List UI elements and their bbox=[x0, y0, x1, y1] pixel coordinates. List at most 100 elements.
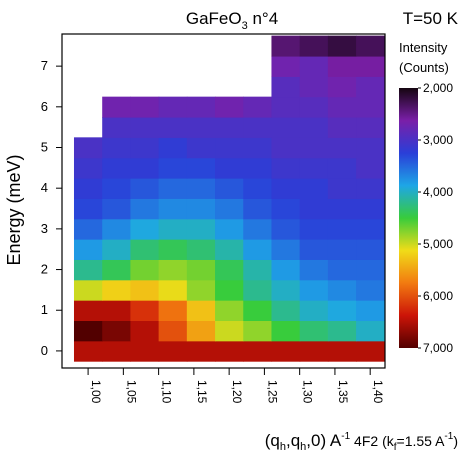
heatmap-cell bbox=[243, 137, 273, 159]
heatmap-cell bbox=[271, 218, 301, 240]
heatmap-cell bbox=[130, 116, 160, 138]
x-tick-label: 1,25 bbox=[265, 380, 279, 404]
heatmap-cell bbox=[327, 157, 357, 179]
heatmap-cell bbox=[243, 300, 273, 322]
y-tick-label: 7 bbox=[41, 58, 48, 73]
heatmap-cell bbox=[356, 340, 385, 362]
heatmap-cell bbox=[186, 340, 216, 362]
heatmap-cell bbox=[299, 218, 329, 240]
heatmap-cell bbox=[327, 178, 357, 199]
heatmap-cell bbox=[186, 96, 216, 118]
heatmap-cell bbox=[299, 320, 329, 342]
heatmap-cell bbox=[299, 35, 329, 57]
colorbar-tick-label: 2,000 bbox=[423, 81, 453, 95]
heatmap-cell bbox=[271, 116, 301, 138]
heatmap-cell bbox=[215, 218, 244, 240]
heatmap-cell bbox=[356, 218, 385, 240]
colorbar-tick-label: 3,000 bbox=[423, 133, 453, 147]
heatmap-cell bbox=[215, 259, 244, 281]
heatmap-cell bbox=[215, 279, 244, 301]
colorbar-label: Intensity bbox=[399, 40, 448, 55]
heatmap-cell bbox=[158, 178, 188, 199]
heatmap-cell bbox=[158, 259, 188, 281]
heatmap-cell bbox=[215, 116, 244, 138]
heatmap-cell bbox=[73, 340, 103, 362]
heatmap-cell bbox=[327, 218, 357, 240]
heatmap-cell bbox=[243, 157, 273, 179]
heatmap-cell bbox=[299, 239, 329, 260]
heatmap-cell bbox=[356, 157, 385, 179]
heatmap-cell bbox=[327, 116, 357, 138]
xlabel-part: (q bbox=[265, 431, 280, 450]
heatmap-cell bbox=[327, 35, 357, 57]
heatmap-cell bbox=[130, 239, 160, 260]
heatmap-cell bbox=[73, 198, 103, 220]
heatmap-cell bbox=[356, 300, 385, 322]
heatmap-cell bbox=[130, 137, 160, 159]
heatmap-cell bbox=[186, 259, 216, 281]
heatmap-cell bbox=[102, 239, 132, 260]
heatmap-cell bbox=[271, 76, 301, 98]
heatmap-cell bbox=[243, 239, 273, 260]
colorbar-tick-label: 6,000 bbox=[423, 289, 453, 303]
heatmap-cell bbox=[186, 279, 216, 301]
x-tick-label: 1,40 bbox=[371, 380, 385, 404]
heatmap-cell bbox=[186, 116, 216, 138]
heatmap-cell bbox=[299, 76, 329, 98]
heatmap-cell bbox=[327, 279, 357, 301]
colorbar-tick-label: 4,000 bbox=[423, 185, 453, 199]
xlabel-sub: h bbox=[280, 441, 286, 453]
heatmap-cell bbox=[243, 218, 273, 240]
heatmap-cell bbox=[271, 279, 301, 301]
heatmap-cell bbox=[186, 137, 216, 159]
heatmap-cell bbox=[271, 340, 301, 362]
heatmap-cell bbox=[158, 218, 188, 240]
y-tick-label: 2 bbox=[41, 262, 48, 277]
heatmap-cell bbox=[73, 259, 103, 281]
y-tick-label: 1 bbox=[41, 302, 48, 317]
heatmap-cell bbox=[186, 239, 216, 260]
heatmap-cell bbox=[327, 198, 357, 220]
heatmap-cell bbox=[186, 320, 216, 342]
heatmap-cell bbox=[130, 320, 160, 342]
heatmap-cell bbox=[186, 157, 216, 179]
heatmap-cell bbox=[271, 55, 301, 77]
heatmap-cell bbox=[186, 198, 216, 220]
x-tick-label: 1,15 bbox=[195, 380, 209, 404]
heatmap-cell bbox=[158, 157, 188, 179]
heatmap-cell bbox=[215, 198, 244, 220]
heatmap-cell bbox=[327, 340, 357, 362]
heatmap-cell bbox=[102, 340, 132, 362]
heatmap-cell bbox=[271, 157, 301, 179]
heatmap-cell bbox=[356, 178, 385, 199]
heatmap-cell bbox=[102, 157, 132, 179]
annotation: T=50 K bbox=[403, 9, 459, 28]
heatmap-cell bbox=[73, 279, 103, 301]
heatmap-cell bbox=[356, 76, 385, 98]
heatmap-cell bbox=[102, 198, 132, 220]
heatmap-cell bbox=[102, 137, 132, 159]
heatmap-cell bbox=[215, 178, 244, 199]
heatmap-cell bbox=[243, 320, 273, 342]
heatmap-cell bbox=[271, 178, 301, 199]
heatmap-cell bbox=[186, 178, 216, 199]
xlabel-part: 4F2 (k bbox=[350, 433, 395, 449]
heatmap-cell bbox=[73, 320, 103, 342]
heatmap-cell bbox=[158, 137, 188, 159]
heatmap-cell bbox=[271, 35, 301, 57]
heatmap-cell bbox=[356, 198, 385, 220]
colorbar-tick-label: 5,000 bbox=[423, 237, 453, 251]
xlabel-sup: -1 bbox=[444, 431, 453, 442]
heatmap-cell bbox=[327, 76, 357, 98]
heatmap-cell bbox=[130, 178, 160, 199]
heatmap-cell bbox=[356, 259, 385, 281]
heatmap-cell bbox=[130, 96, 160, 118]
heatmap-cell bbox=[243, 116, 273, 138]
heatmap-cell bbox=[299, 55, 329, 77]
heatmap-cell bbox=[271, 320, 301, 342]
heatmap-cell bbox=[356, 239, 385, 260]
title-part: n°4 bbox=[248, 9, 278, 28]
heatmap-cell bbox=[215, 96, 244, 118]
y-tick-label: 4 bbox=[41, 180, 48, 195]
